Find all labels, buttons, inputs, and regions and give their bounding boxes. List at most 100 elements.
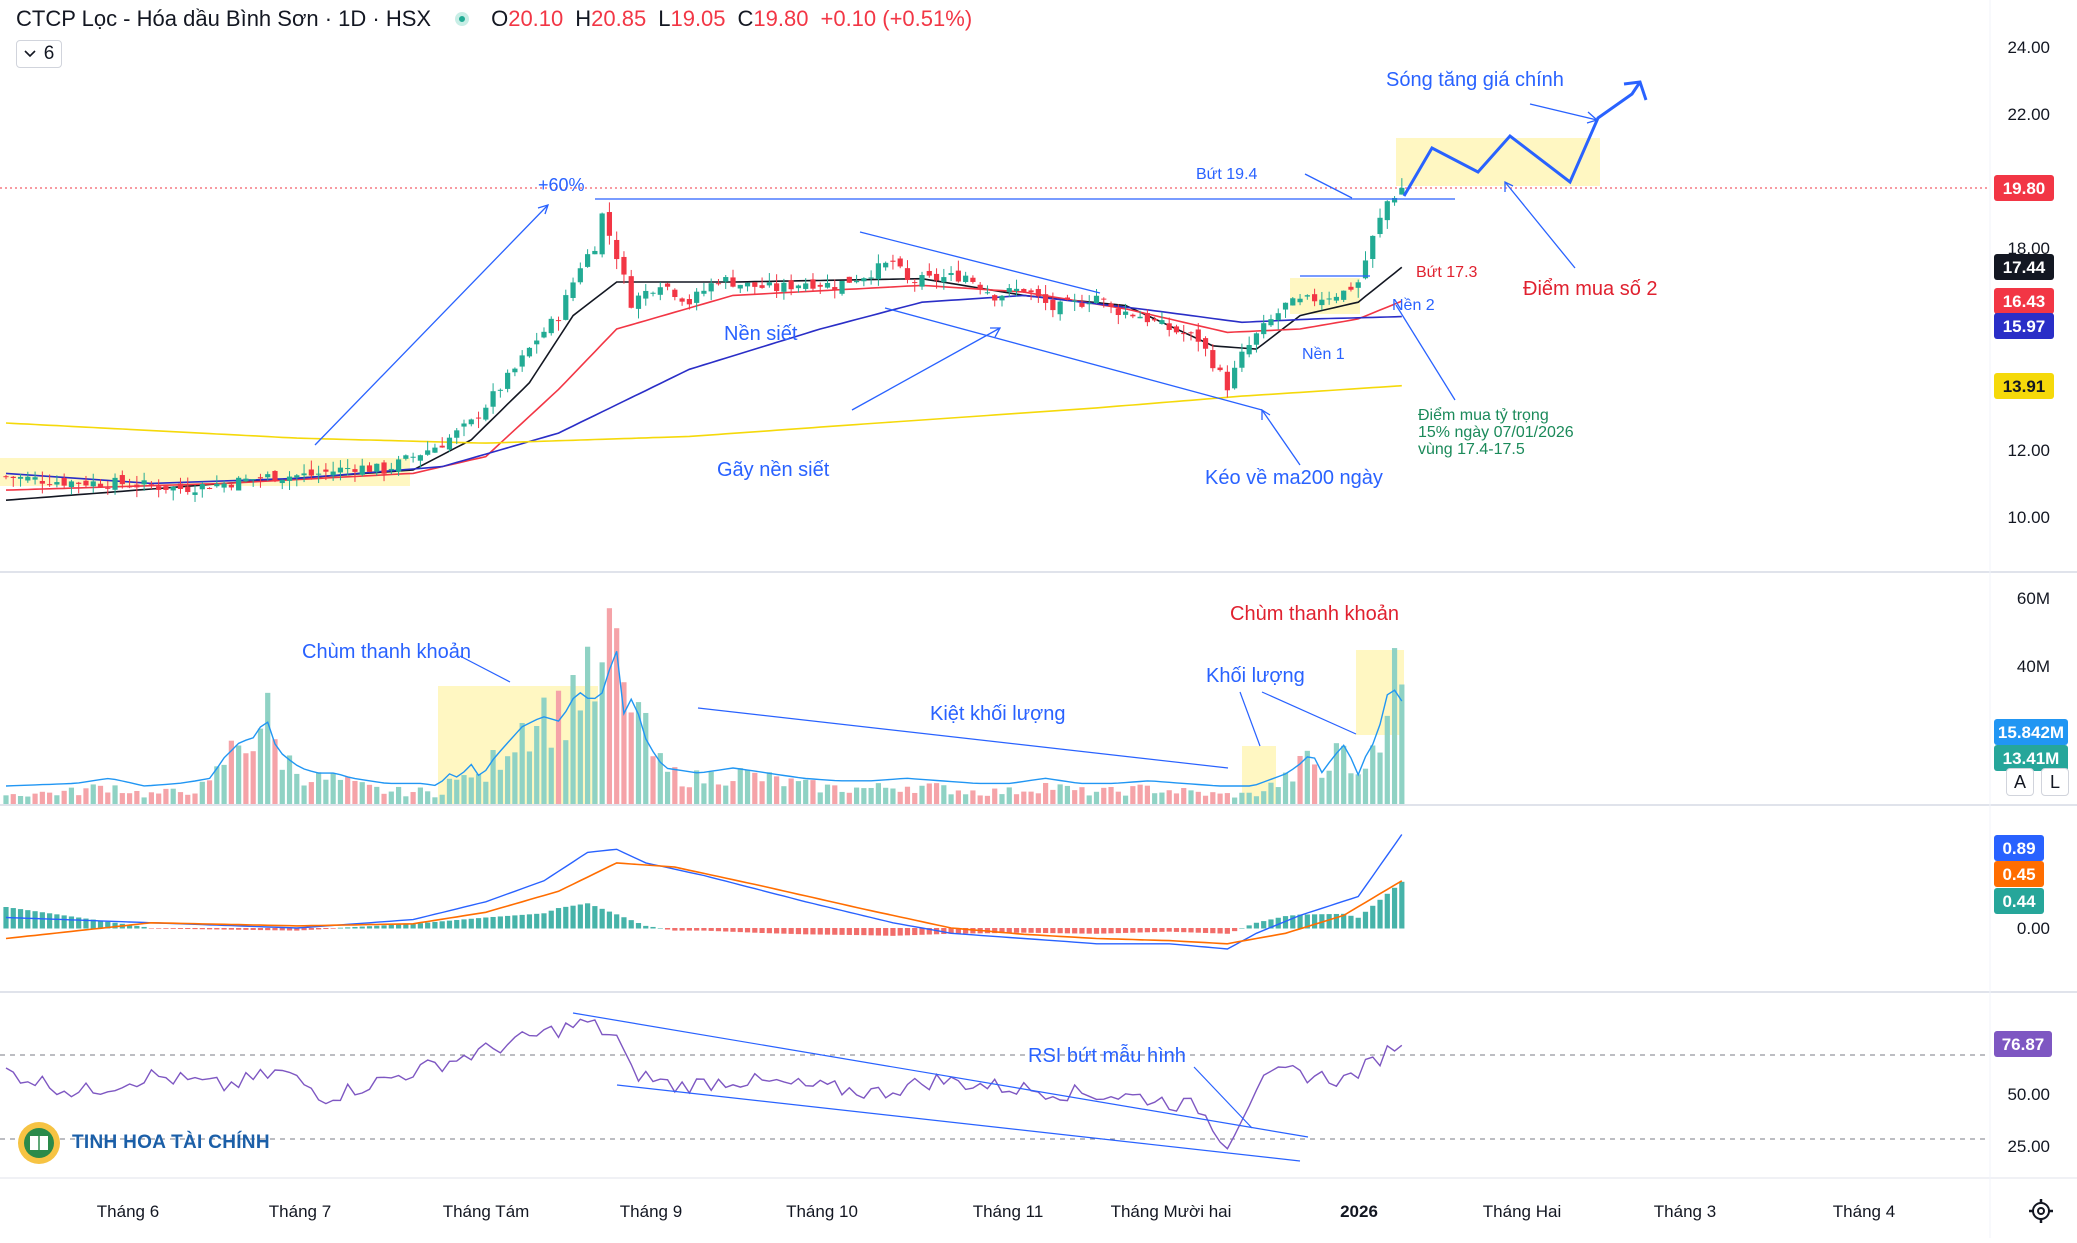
macd-histogram-bar — [163, 928, 169, 929]
macd-histogram-bar — [832, 928, 838, 935]
candle-body — [737, 284, 743, 289]
volume-bar — [1239, 792, 1245, 804]
candle-body — [788, 280, 794, 290]
macd-histogram-bar — [1282, 916, 1289, 929]
candle-body — [286, 476, 293, 481]
candle-body — [650, 292, 656, 294]
macd-histogram-bar — [257, 928, 264, 931]
macd-histogram-bar — [1312, 914, 1318, 929]
ohlc-value: 19.05 — [670, 6, 726, 31]
time-tick-label: Tháng 4 — [1833, 1202, 1895, 1221]
macd-histogram-bar — [1050, 928, 1056, 934]
volume-bar — [672, 767, 678, 804]
macd-histogram-bar — [846, 928, 852, 935]
candle-body — [1333, 296, 1340, 301]
macd-histogram-bar — [766, 928, 772, 934]
volume-bar — [1253, 796, 1260, 804]
macd-histogram-bar — [1064, 928, 1071, 934]
candle-body — [1319, 299, 1325, 306]
candle-body — [97, 483, 104, 488]
volume-bar — [1399, 684, 1405, 804]
candle-body — [468, 419, 474, 425]
volume-bar — [1181, 787, 1187, 804]
volume-bar — [1370, 745, 1376, 804]
volume-bar — [39, 791, 45, 804]
volume-bar — [272, 739, 278, 804]
macd-histogram-bar — [97, 920, 104, 929]
candle-body — [977, 284, 983, 290]
label-nen-siet: Nền siết — [724, 323, 798, 345]
time-tick-label: Tháng Hai — [1483, 1202, 1561, 1221]
macd-histogram-bar — [105, 921, 111, 929]
volume-bar — [679, 786, 685, 804]
macd-histogram-bar — [47, 913, 53, 929]
candle-body — [1064, 297, 1071, 300]
indicator-toggle-button[interactable]: 6 — [16, 40, 62, 68]
macd-histogram-bar — [788, 928, 794, 934]
macd-histogram-bar — [701, 928, 707, 931]
volume-bar — [846, 792, 852, 804]
macd-histogram-bar — [272, 928, 278, 931]
price-label-bg — [1994, 288, 2054, 314]
macd-histogram-bar — [68, 916, 75, 929]
candle-body — [963, 275, 969, 282]
label-chum-thanh-khoan-1: Chùm thanh khoản — [302, 641, 471, 663]
candle-body — [1079, 302, 1085, 307]
candle-body — [606, 212, 613, 236]
gear-icon[interactable] — [2026, 1196, 2056, 1226]
candle-body — [10, 476, 16, 479]
volume-bar — [490, 750, 496, 804]
macd-histogram-bar — [374, 925, 380, 929]
arrow-song-tang — [1529, 103, 1598, 121]
macd-histogram-bar — [301, 928, 307, 931]
volume-label: 15.842M — [1998, 723, 2064, 742]
macd-histogram-bar — [1370, 905, 1376, 929]
volume-bar — [308, 782, 314, 804]
volume-bar — [1304, 750, 1310, 804]
macd-histogram-bar — [919, 928, 925, 935]
volume-bar — [468, 777, 474, 804]
macd-histogram-bar — [410, 923, 416, 929]
volume-bar — [875, 783, 881, 804]
volume-bar — [788, 778, 794, 804]
macd-histogram-bar — [1275, 917, 1281, 929]
candle-body — [395, 459, 402, 472]
candle-body — [148, 484, 154, 486]
log-scale-button[interactable]: L — [2041, 768, 2069, 796]
macd-histogram-bar — [1035, 928, 1041, 933]
volume-bar — [119, 793, 125, 804]
volume-bar — [1188, 790, 1194, 804]
macd-histogram-bar — [795, 928, 802, 935]
volume-bar — [1043, 782, 1049, 804]
macd-histogram-bar — [1043, 928, 1049, 934]
macd-histogram-bar — [1239, 928, 1245, 929]
macd-histogram-bar — [170, 928, 176, 929]
volume-label-bg — [1994, 745, 2068, 771]
volume-bar — [912, 792, 918, 804]
volume-bar — [1006, 787, 1012, 804]
macd-label: 0.89 — [2002, 839, 2035, 858]
volume-bar — [83, 788, 89, 804]
candle-body — [774, 283, 780, 292]
volume-bar — [992, 788, 998, 804]
candle-body — [970, 277, 976, 282]
channel-bottom — [884, 307, 1263, 411]
price-tick-label: 22.00 — [2007, 105, 2050, 124]
candle-body — [345, 468, 351, 470]
volume-bar — [570, 675, 576, 804]
candle-body — [1362, 260, 1369, 279]
volume-bar — [948, 794, 954, 804]
macd-histogram-bar — [803, 928, 809, 935]
candle-body — [105, 487, 111, 489]
candle-body — [824, 282, 831, 288]
candle-body — [1057, 301, 1063, 315]
symbol-title[interactable]: CTCP Lọc - Hóa dầu Bình Sơn · 1D · HSX — [16, 6, 432, 31]
volume-bar — [919, 785, 925, 804]
volume-bar — [1217, 793, 1223, 804]
auto-scale-button[interactable]: A — [2006, 768, 2034, 796]
arrow-60pct-head — [537, 204, 550, 215]
macd-histogram-bar — [228, 928, 234, 930]
macd-histogram-bar — [76, 917, 82, 929]
